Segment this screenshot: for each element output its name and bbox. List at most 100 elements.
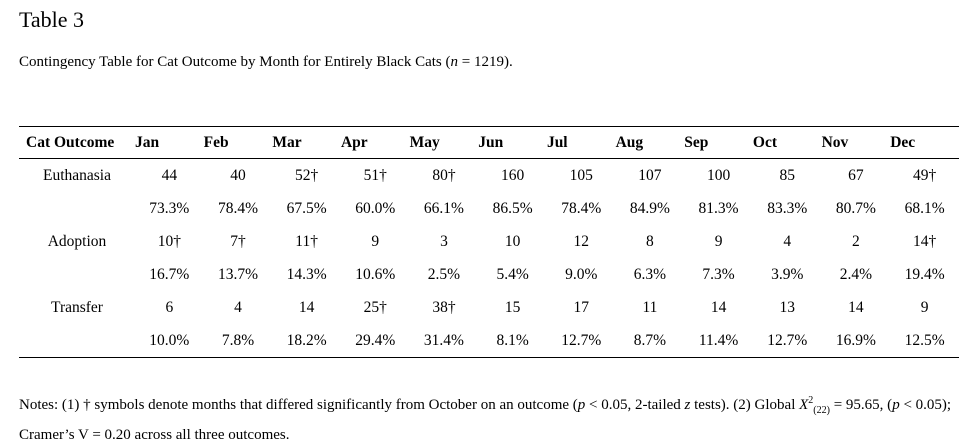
percent-cell: 12.7% xyxy=(767,331,808,349)
notes-part2: < 0.05, 2-tailed xyxy=(585,397,685,413)
percent-cell: 81.3% xyxy=(698,199,739,217)
percent-cell: 80.7% xyxy=(835,199,876,217)
count-cell: 11† xyxy=(295,232,318,250)
count-cell: 9 xyxy=(714,232,723,250)
percent-cell: 68.1% xyxy=(904,199,945,217)
column-header-month: Oct xyxy=(752,133,778,151)
table-row-counts: Adoption 10† 7† 11† 9 3 10 12 8 9 4 2 14† xyxy=(19,225,959,258)
table-notes: Notes: (1) † symbols denote months that … xyxy=(19,388,959,448)
row-label: Transfer xyxy=(51,298,103,316)
column-header-month: Sep xyxy=(684,133,709,151)
notes-part5: < 0.05); Cramer’s V = 0.20 across all th… xyxy=(19,397,952,443)
percent-cell: 5.4% xyxy=(496,265,529,283)
table-caption: Contingency Table for Cat Outcome by Mon… xyxy=(19,52,513,72)
count-cell: 14† xyxy=(912,232,937,250)
percent-cell: 31.4% xyxy=(423,331,464,349)
percent-cell: 10.6% xyxy=(355,265,396,283)
caption-prefix: Contingency Table for Cat Outcome by Mon… xyxy=(19,54,451,70)
percent-cell: 84.9% xyxy=(629,199,670,217)
percent-cell: 78.4% xyxy=(217,199,258,217)
count-cell: 9 xyxy=(371,232,380,250)
count-cell: 2 xyxy=(852,232,860,250)
count-cell: 107 xyxy=(638,166,662,184)
column-header-month: May xyxy=(409,133,440,151)
count-cell: 17 xyxy=(573,298,590,316)
count-cell: 6 xyxy=(165,298,174,316)
count-cell: 49† xyxy=(912,166,937,184)
percent-cell: 6.3% xyxy=(633,265,667,283)
notes-p-symbol: p xyxy=(577,397,586,413)
count-cell: 10† xyxy=(157,232,181,250)
column-header-month: Jul xyxy=(546,133,568,151)
percent-cell: 8.7% xyxy=(633,331,667,349)
column-header-month: Jun xyxy=(478,133,504,151)
count-cell: 80† xyxy=(432,166,456,184)
count-cell: 12 xyxy=(573,232,590,250)
percent-cell: 18.2% xyxy=(286,331,327,349)
percent-cell: 73.3% xyxy=(149,199,190,217)
caption-n-value: = 1219). xyxy=(458,54,513,70)
percent-cell: 67.5% xyxy=(286,199,327,217)
percent-cell: 66.1% xyxy=(423,199,464,217)
count-cell: 10 xyxy=(504,232,521,250)
percent-cell: 14.3% xyxy=(286,265,327,283)
column-header-month: Jan xyxy=(135,133,160,151)
column-header-month: Aug xyxy=(615,133,644,151)
percent-cell: 16.9% xyxy=(835,331,876,349)
contingency-table: Cat Outcome Jan Feb Mar Apr May Jun Jul Aug Sep O… xyxy=(19,126,959,358)
notes-chi-sub: (22) xyxy=(813,405,830,416)
table-row-percents: 16.7% 13.7% 14.3% 10.6% 2.5% 5.4% 9.0% 6.3% 7.3%… xyxy=(19,258,959,291)
column-header-month: Apr xyxy=(340,133,368,151)
percent-cell: 2.5% xyxy=(427,265,461,283)
count-cell: 13 xyxy=(779,298,795,316)
table-row-percents: 10.0% 7.8% 18.2% 29.4% 31.4% 8.1% 12.7% 8.7% 11.… xyxy=(19,324,959,358)
count-cell: 85 xyxy=(779,166,795,184)
column-header-month: Feb xyxy=(203,133,229,151)
count-cell: 11 xyxy=(642,298,658,316)
percent-cell: 16.7% xyxy=(149,265,190,283)
count-cell: 4 xyxy=(783,232,792,250)
notes-z-symbol: z xyxy=(684,397,691,413)
notes-chi-symbol: X xyxy=(799,397,809,413)
percent-cell: 78.4% xyxy=(561,199,602,217)
count-cell: 38† xyxy=(432,298,456,316)
count-cell: 15 xyxy=(504,298,521,316)
table-row-percents: 73.3% 78.4% 67.5% 60.0% 66.1% 86.5% 78.4% 84.9%… xyxy=(19,192,959,225)
count-cell: 9 xyxy=(920,298,929,316)
percent-cell: 83.3% xyxy=(767,199,808,217)
count-cell: 100 xyxy=(706,166,731,184)
column-header-month: Dec xyxy=(890,133,916,151)
count-cell: 51† xyxy=(363,166,387,184)
count-cell: 8 xyxy=(646,232,654,250)
notes-p-symbol-2: p xyxy=(892,397,900,413)
percent-cell: 60.0% xyxy=(355,199,396,217)
percent-cell: 86.5% xyxy=(492,199,533,217)
count-cell: 67 xyxy=(848,166,864,184)
table-row-counts: Transfer 6 4 14 25† 38† 15 17 11 14 13 14 9 xyxy=(19,291,959,324)
percent-cell: 7.8% xyxy=(221,331,255,349)
count-cell: 14 xyxy=(848,298,864,316)
percent-cell: 29.4% xyxy=(355,331,396,349)
row-label: Euthanasia xyxy=(42,166,111,184)
count-cell: 3 xyxy=(440,232,448,250)
count-cell: 14 xyxy=(710,298,727,316)
count-cell: 160 xyxy=(500,166,525,184)
table-heading: Table 3 xyxy=(19,7,85,32)
count-cell: 4 xyxy=(234,298,242,316)
percent-cell: 2.4% xyxy=(839,265,873,283)
percent-cell: 7.3% xyxy=(702,265,735,283)
table-header-row: Cat Outcome Jan Feb Mar Apr May Jun Jul Aug Sep O… xyxy=(19,126,959,159)
count-cell: 105 xyxy=(569,166,593,184)
count-cell: 14 xyxy=(298,298,315,316)
column-header-outcome: Cat Outcome xyxy=(26,133,115,151)
count-cell: 44 xyxy=(161,166,178,184)
percent-cell: 19.4% xyxy=(904,265,945,283)
column-header-month: Mar xyxy=(272,133,302,151)
notes-part4: = 95.65, ( xyxy=(829,397,893,413)
caption-n-symbol: n xyxy=(450,54,459,70)
percent-cell: 9.0% xyxy=(565,265,598,283)
percent-cell: 10.0% xyxy=(149,331,190,349)
count-cell: 40 xyxy=(230,166,246,184)
row-label-blank xyxy=(19,258,135,291)
column-header-month: Nov xyxy=(821,133,849,151)
